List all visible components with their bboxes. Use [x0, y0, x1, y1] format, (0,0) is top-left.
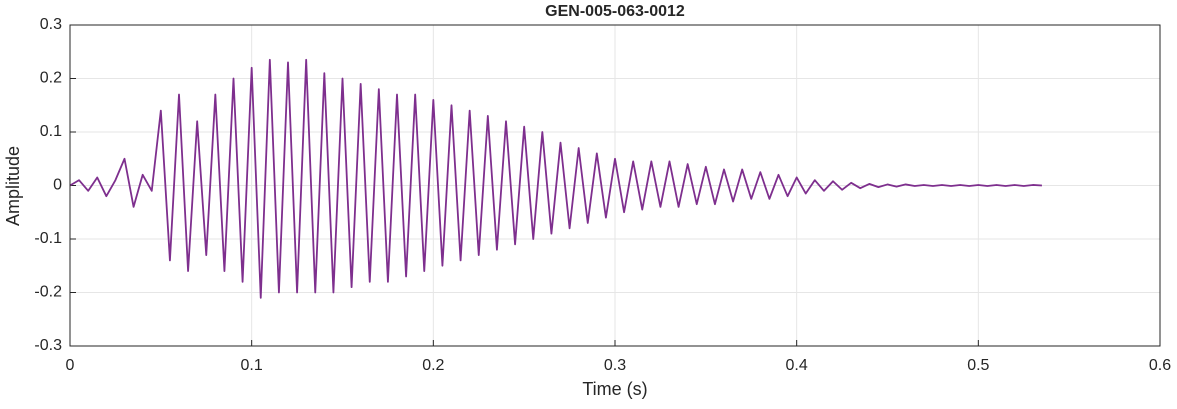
- x-tick-label: 0.4: [786, 357, 808, 374]
- axes-box: [69, 24, 1161, 347]
- x-tick-label: 0.1: [241, 357, 263, 374]
- y-tick-label: 0.1: [40, 123, 62, 140]
- y-tick-label: -0.3: [34, 337, 62, 354]
- y-axis-label: Amplitude: [3, 146, 23, 226]
- x-tick-label: 0.5: [967, 357, 989, 374]
- y-tick-label: 0.3: [40, 16, 62, 33]
- chart-title: GEN-005-063-0012: [545, 3, 685, 20]
- y-tick-label: 0.2: [40, 70, 62, 87]
- x-tick-label: 0.3: [604, 357, 626, 374]
- x-axis-label: Time (s): [582, 379, 647, 399]
- y-tick-label: -0.2: [34, 284, 62, 301]
- waveform-line: [69, 58, 1042, 299]
- x-tick-label: 0.2: [422, 357, 444, 374]
- y-tick-label: -0.1: [34, 230, 62, 247]
- x-tick-label: 0: [66, 357, 75, 374]
- x-tick-label: 0.6: [1149, 357, 1171, 374]
- y-tick-label: 0: [53, 177, 62, 194]
